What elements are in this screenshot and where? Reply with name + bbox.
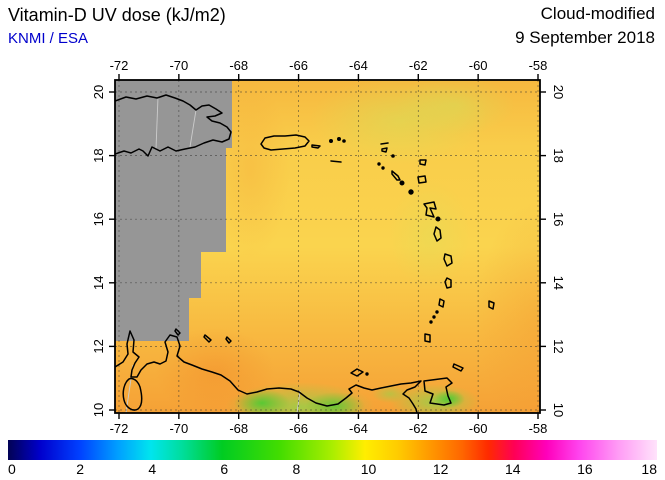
lat-tick-label-left: 20 — [91, 85, 106, 99]
island-st-kitts — [391, 170, 401, 181]
lat-tick-label-left: 14 — [91, 276, 106, 290]
lat-tick-label-left: 12 — [91, 339, 106, 353]
lon-tick-label-bottom: -66 — [289, 421, 308, 436]
lon-tick-label-bottom: -70 — [169, 421, 188, 436]
map-frame — [114, 79, 541, 414]
island-saba — [377, 162, 381, 166]
island-virgin-gorda — [342, 139, 346, 143]
page-title: Vitamin-D UV dose (kJ/m2) — [8, 5, 226, 25]
lat-tick-label-right: 16 — [551, 212, 566, 226]
dose-patch-green-bright-2 — [305, 392, 365, 413]
colorbar-tick-label: 0 — [8, 461, 16, 477]
lon-tick-label-bottom: -58 — [529, 421, 548, 436]
border-hispaniola-1 — [155, 96, 159, 150]
coast-vieques — [311, 144, 321, 149]
dose-patch-green-northeast — [395, 80, 515, 135]
island-st-martin — [381, 147, 388, 153]
colorbar-tick-label: 2 — [76, 461, 85, 477]
island-st-barth — [391, 154, 395, 158]
dose-patch-green-arc — [390, 180, 470, 290]
island-barbados — [488, 300, 495, 310]
island-grenadines-2 — [432, 315, 436, 319]
lat-tick-label-right: 20 — [551, 85, 566, 99]
island-st-thomas — [329, 139, 333, 143]
island-dominica — [433, 226, 442, 242]
coast-hispaniola — [115, 94, 232, 157]
colorbar — [8, 440, 657, 460]
lat-tick-label-right: 10 — [551, 403, 566, 417]
island-bonaire — [225, 336, 232, 344]
island-marie-galante — [435, 216, 441, 222]
island-st-lucia — [444, 277, 452, 289]
dose-patch-green-small — [372, 385, 408, 403]
lat-tick-label-left: 10 — [91, 403, 106, 417]
lon-tick-label-bottom: -64 — [349, 421, 368, 436]
lon-tick-label-bottom: -62 — [409, 421, 428, 436]
colorbar-tick-label: 6 — [220, 461, 229, 477]
dose-patch-orange-east — [475, 200, 540, 413]
lon-tick-label-top: -72 — [110, 58, 129, 73]
coast-south-america — [115, 330, 422, 413]
lon-tick-label-top: -62 — [409, 58, 428, 73]
colorbar-tick-label: 12 — [432, 461, 449, 477]
colorbar-tick-label: 4 — [148, 461, 157, 477]
date-label: 9 September 2018 — [515, 28, 655, 47]
lon-tick-label-top: -70 — [169, 58, 188, 73]
lon-tick-label-top: -58 — [529, 58, 548, 73]
mode-label: Cloud-modified — [540, 4, 655, 23]
island-aruba — [174, 328, 181, 336]
island-anguilla — [380, 142, 389, 145]
coast-puerto-rico — [260, 134, 310, 151]
lat-tick-label-left: 16 — [91, 212, 106, 226]
island-grenada — [424, 333, 431, 343]
lon-tick-label-bottom: -72 — [110, 421, 129, 436]
island-barbuda — [419, 159, 427, 166]
island-st-vincent — [438, 298, 445, 308]
dose-patch-orange-southwest — [155, 327, 275, 413]
lat-tick-label-right: 18 — [551, 148, 566, 162]
lat-tick-label-right: 12 — [551, 339, 566, 353]
island-statia — [381, 166, 385, 170]
island-martinique — [443, 253, 453, 267]
colorbar-tick-label: 16 — [577, 461, 593, 477]
island-tortola — [337, 137, 341, 141]
lon-tick-label-bottom: -68 — [229, 421, 248, 436]
colorbar-tick-label: 8 — [292, 461, 301, 477]
island-grenadines-1 — [435, 310, 439, 314]
lon-tick-label-top: -66 — [289, 58, 308, 73]
island-nevis — [399, 180, 405, 186]
island-grenadines-3 — [429, 320, 433, 324]
island-st-croix — [330, 160, 342, 163]
no-data-region — [115, 80, 232, 341]
colorbar-tick-label: 18 — [641, 461, 657, 477]
lon-tick-label-top: -68 — [229, 58, 248, 73]
island-montserrat — [408, 189, 414, 195]
map-field — [115, 80, 540, 413]
lat-tick-label-left: 18 — [91, 148, 106, 162]
colorbar-tick-label: 10 — [360, 461, 377, 477]
island-trinidad — [423, 377, 453, 406]
source-label: KNMI / ESA — [8, 30, 89, 47]
lat-tick-label-right: 14 — [551, 276, 566, 290]
island-guadeloupe — [423, 201, 437, 218]
lake-maracaibo — [122, 377, 143, 411]
colorbar-tick-label: 14 — [504, 461, 521, 477]
header-right: Cloud-modified 9 September 2018 — [515, 4, 655, 48]
lon-tick-label-top: -64 — [349, 58, 368, 73]
lon-tick-label-bottom: -60 — [469, 421, 488, 436]
island-antigua — [417, 175, 427, 184]
colorbar-labels: 0 2 4 6 8 10 12 14 16 18 — [8, 461, 657, 479]
coastlines — [115, 94, 495, 413]
border-hispaniola-2 — [189, 109, 197, 148]
island-tobago — [452, 363, 464, 372]
island-coche — [365, 372, 369, 376]
lon-tick-label-top: -60 — [469, 58, 488, 73]
island-margarita — [350, 368, 364, 377]
island-curacao — [203, 334, 212, 343]
